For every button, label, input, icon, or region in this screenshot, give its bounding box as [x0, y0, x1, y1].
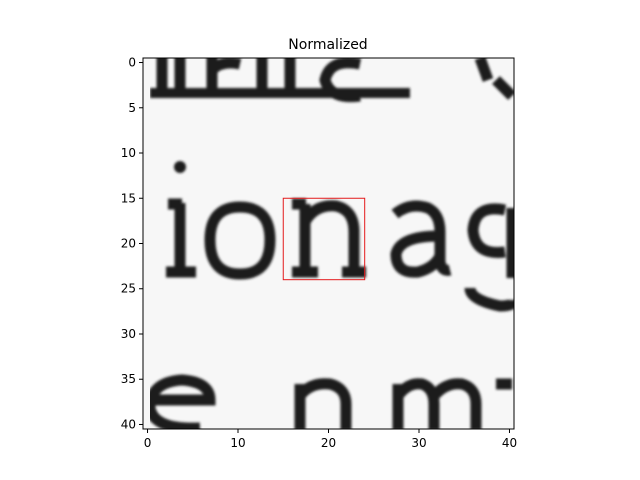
y-tick-label: 25 [121, 282, 136, 296]
glyph-g [464, 203, 514, 312]
y-tick-label: 5 [128, 101, 136, 115]
y-axis: 0 5 10 15 20 25 30 35 40 [121, 56, 143, 431]
heatmap-image [143, 58, 514, 429]
glyph-i [166, 198, 196, 278]
glyph-n [292, 198, 366, 278]
image-glyphs [144, 58, 514, 429]
glyph-a [390, 200, 452, 278]
y-tick-label: 40 [121, 417, 136, 431]
highlight-rectangle [282, 197, 366, 281]
x-tick-label: 30 [411, 436, 426, 450]
y-tick-label: 10 [121, 146, 136, 160]
x-axis: 0 10 20 30 40 [144, 429, 517, 450]
chart-title: Normalized [288, 37, 367, 53]
x-tick-label: 10 [230, 436, 245, 450]
y-tick-label: 0 [128, 56, 136, 70]
x-tick-label: 40 [502, 436, 517, 450]
glyph-bottom-n [294, 378, 352, 429]
y-tick-label: 15 [121, 191, 136, 205]
y-tick-label: 20 [121, 237, 136, 251]
glyph-bottom-m [392, 378, 482, 429]
glyph-o [204, 201, 276, 280]
glyph-top-u [156, 58, 186, 90]
x-tick-label: 0 [144, 436, 152, 450]
glyph-i-dot [174, 161, 186, 173]
x-tick-label: 20 [321, 436, 336, 450]
y-tick-label: 30 [121, 327, 136, 341]
image-background [143, 58, 514, 429]
glyph-top-right-mark [474, 58, 514, 100]
y-tick-label: 35 [121, 372, 136, 386]
top-baseline-band [150, 88, 410, 98]
glyph-bottom-e [144, 374, 216, 429]
